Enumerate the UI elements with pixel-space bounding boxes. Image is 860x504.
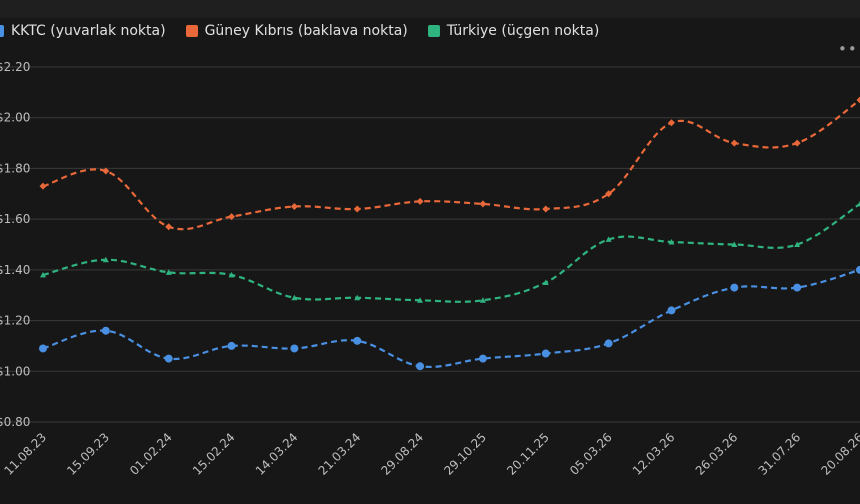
x-tick-label: 20.11.25 bbox=[504, 430, 552, 478]
data-point[interactable] bbox=[604, 339, 613, 348]
data-point[interactable] bbox=[291, 294, 298, 301]
data-point[interactable] bbox=[541, 349, 550, 358]
legend-swatch-guney bbox=[185, 25, 198, 37]
x-tick-label: 14.03.24 bbox=[253, 430, 301, 478]
x-tick-label: 15.02.24 bbox=[190, 430, 238, 478]
data-point[interactable] bbox=[417, 297, 424, 303]
data-point[interactable] bbox=[165, 223, 173, 231]
data-point[interactable] bbox=[730, 139, 738, 147]
series-line bbox=[42, 99, 860, 231]
x-tick-label: 21.03.24 bbox=[316, 430, 364, 478]
data-point[interactable] bbox=[857, 200, 860, 207]
data-point[interactable] bbox=[667, 306, 676, 315]
data-point[interactable] bbox=[102, 167, 110, 175]
legend-item-kktc[interactable]: KKTC (yuvarlak nokta) bbox=[0, 23, 166, 39]
data-point[interactable] bbox=[542, 205, 550, 213]
data-point[interactable] bbox=[102, 256, 109, 263]
data-point[interactable] bbox=[856, 96, 860, 104]
top-bar bbox=[0, 0, 860, 18]
x-tick-label: 11.08.23 bbox=[1, 430, 49, 478]
data-point[interactable] bbox=[542, 279, 549, 286]
y-tick-label: $1.00 bbox=[0, 364, 30, 378]
data-point[interactable] bbox=[793, 283, 802, 292]
y-tick-label: $2.00 bbox=[0, 111, 30, 125]
y-tick-label: $2.20 bbox=[0, 60, 30, 74]
x-tick-label: 12.03.26 bbox=[630, 430, 678, 478]
series-line bbox=[42, 268, 860, 368]
data-point[interactable] bbox=[101, 326, 110, 335]
x-tick-label: 29.08.24 bbox=[379, 430, 427, 478]
data-point[interactable] bbox=[416, 197, 424, 205]
legend-item-guney[interactable]: Güney Kıbrıs (baklava nokta) bbox=[185, 23, 408, 39]
data-point[interactable] bbox=[354, 294, 361, 301]
y-tick-label: $1.20 bbox=[0, 314, 30, 328]
legend-swatch-turkiye bbox=[427, 25, 440, 37]
data-point[interactable] bbox=[290, 202, 298, 210]
data-point[interactable] bbox=[478, 354, 487, 363]
x-tick-label: 15.09.23 bbox=[64, 430, 112, 478]
x-tick-label: 31.07.26 bbox=[756, 430, 804, 478]
data-point[interactable] bbox=[416, 362, 425, 371]
data-point[interactable] bbox=[668, 238, 675, 245]
data-point[interactable] bbox=[667, 119, 675, 127]
data-point[interactable] bbox=[39, 344, 47, 353]
legend-label-kktc: KKTC (yuvarlak nokta) bbox=[11, 23, 166, 39]
legend-label-turkiye: Türkiye (üçgen nokta) bbox=[446, 23, 600, 39]
data-point[interactable] bbox=[39, 182, 47, 190]
more-horizontal-icon[interactable]: ••• bbox=[838, 40, 860, 58]
data-point[interactable] bbox=[353, 205, 361, 213]
data-point[interactable] bbox=[228, 213, 236, 221]
data-point[interactable] bbox=[793, 139, 801, 147]
legend-item-turkiye[interactable]: Türkiye (üçgen nokta) bbox=[427, 23, 600, 39]
data-point[interactable] bbox=[605, 236, 612, 242]
data-point[interactable] bbox=[353, 336, 362, 345]
data-point[interactable] bbox=[731, 241, 738, 248]
y-tick-label: $0.80 bbox=[0, 415, 30, 429]
x-tick-label: 20.08.26 bbox=[818, 430, 860, 478]
chart-legend: KKTC (yuvarlak nokta) Güney Kıbrıs (bakl… bbox=[0, 23, 599, 39]
y-tick-label: $1.80 bbox=[0, 161, 30, 175]
data-point[interactable] bbox=[164, 354, 173, 363]
data-point[interactable] bbox=[40, 271, 46, 278]
legend-swatch-kktc bbox=[0, 25, 4, 37]
data-point[interactable] bbox=[479, 200, 487, 208]
x-tick-label: 01.02.24 bbox=[127, 430, 175, 478]
x-tick-label: 05.03.26 bbox=[567, 430, 615, 478]
data-point[interactable] bbox=[605, 190, 613, 198]
x-tick-label: 26.03.26 bbox=[693, 430, 741, 478]
legend-label-guney: Güney Kıbrıs (baklava nokta) bbox=[204, 23, 408, 39]
data-point[interactable] bbox=[228, 271, 235, 278]
y-tick-label: $1.40 bbox=[0, 263, 30, 277]
data-point[interactable] bbox=[794, 241, 801, 248]
x-tick-label: 29.10.25 bbox=[441, 430, 489, 478]
data-point[interactable] bbox=[227, 341, 236, 350]
y-tick-label: $1.60 bbox=[0, 212, 30, 226]
data-point[interactable] bbox=[165, 269, 172, 275]
data-point[interactable] bbox=[479, 297, 486, 303]
data-point[interactable] bbox=[856, 265, 860, 274]
data-point[interactable] bbox=[290, 344, 299, 353]
data-point[interactable] bbox=[730, 283, 739, 292]
